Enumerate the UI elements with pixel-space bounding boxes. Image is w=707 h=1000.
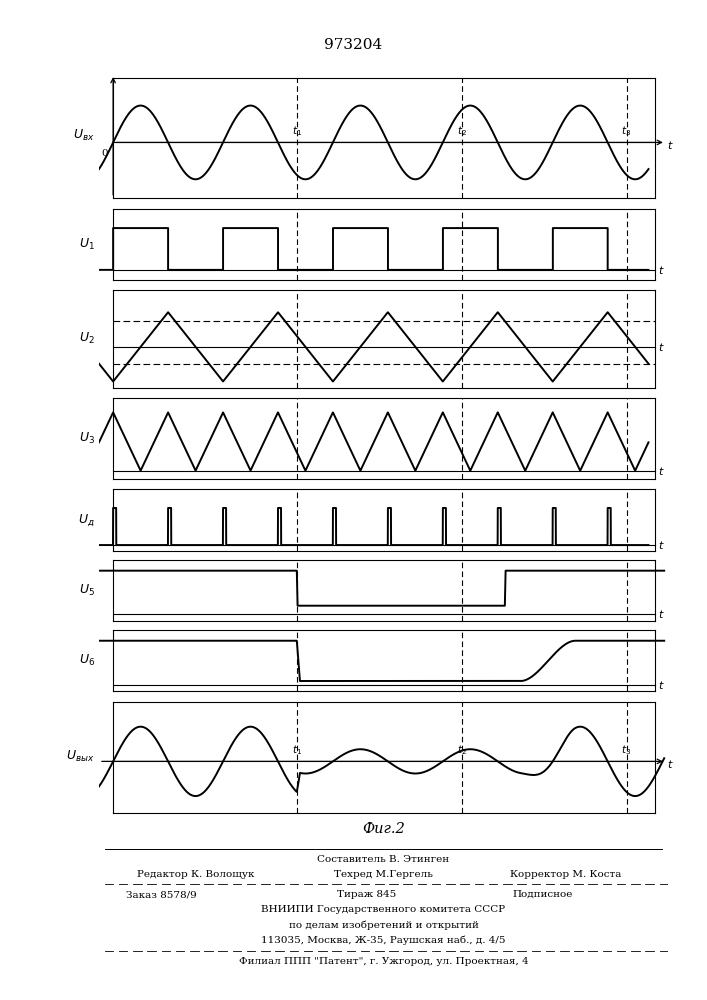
Text: 0: 0 (102, 149, 108, 158)
Text: $t$: $t$ (658, 608, 665, 620)
Text: $t_2$: $t_2$ (457, 743, 467, 757)
Y-axis label: $U_1$: $U_1$ (79, 237, 95, 252)
Text: по делам изобретений и открытий: по делам изобретений и открытий (288, 920, 479, 930)
Text: Филиал ППП "Патент", г. Ужгород, ул. Проектная, 4: Филиал ППП "Патент", г. Ужгород, ул. Про… (239, 957, 528, 966)
Y-axis label: $U_5$: $U_5$ (79, 583, 95, 598)
Y-axis label: $U_{д}$: $U_{д}$ (78, 512, 95, 528)
Text: Корректор М. Коста: Корректор М. Коста (510, 870, 621, 879)
Text: $t$: $t$ (658, 679, 665, 691)
Text: Фиг.2: Фиг.2 (362, 822, 405, 836)
Text: $t$: $t$ (667, 139, 674, 151)
Text: ВНИИПИ Государственного комитета СССР: ВНИИПИ Государственного комитета СССР (262, 905, 506, 914)
Y-axis label: $U_2$: $U_2$ (79, 331, 95, 346)
Text: Техред М.Гергель: Техред М.Гергель (334, 870, 433, 879)
Text: $t$: $t$ (658, 341, 665, 353)
Text: $t$: $t$ (667, 758, 674, 770)
Text: $t$: $t$ (658, 465, 665, 477)
Y-axis label: $U_{вых}$: $U_{вых}$ (66, 749, 95, 764)
Text: $t$: $t$ (658, 264, 665, 276)
Text: Подписное: Подписное (513, 890, 573, 899)
Text: Тираж 845: Тираж 845 (337, 890, 396, 899)
Y-axis label: $U_{вх}$: $U_{вх}$ (74, 128, 95, 143)
Text: $t_1$: $t_1$ (292, 743, 302, 757)
Text: $t_2$: $t_2$ (457, 124, 467, 138)
Text: $t_3$: $t_3$ (621, 124, 631, 138)
Text: 973204: 973204 (325, 38, 382, 52)
Y-axis label: $U_3$: $U_3$ (78, 431, 95, 446)
Text: Составитель В. Этинген: Составитель В. Этинген (317, 855, 450, 864)
Text: $t$: $t$ (658, 539, 665, 551)
Y-axis label: $U_6$: $U_6$ (78, 653, 95, 668)
Text: $t_1$: $t_1$ (292, 124, 302, 138)
Text: Редактор К. Волощук: Редактор К. Волощук (137, 870, 255, 879)
Text: 113035, Москва, Ж-35, Раушская наб., д. 4/5: 113035, Москва, Ж-35, Раушская наб., д. … (262, 935, 506, 945)
Text: $t_3$: $t_3$ (621, 743, 631, 757)
Text: Заказ 8578/9: Заказ 8578/9 (127, 890, 197, 899)
